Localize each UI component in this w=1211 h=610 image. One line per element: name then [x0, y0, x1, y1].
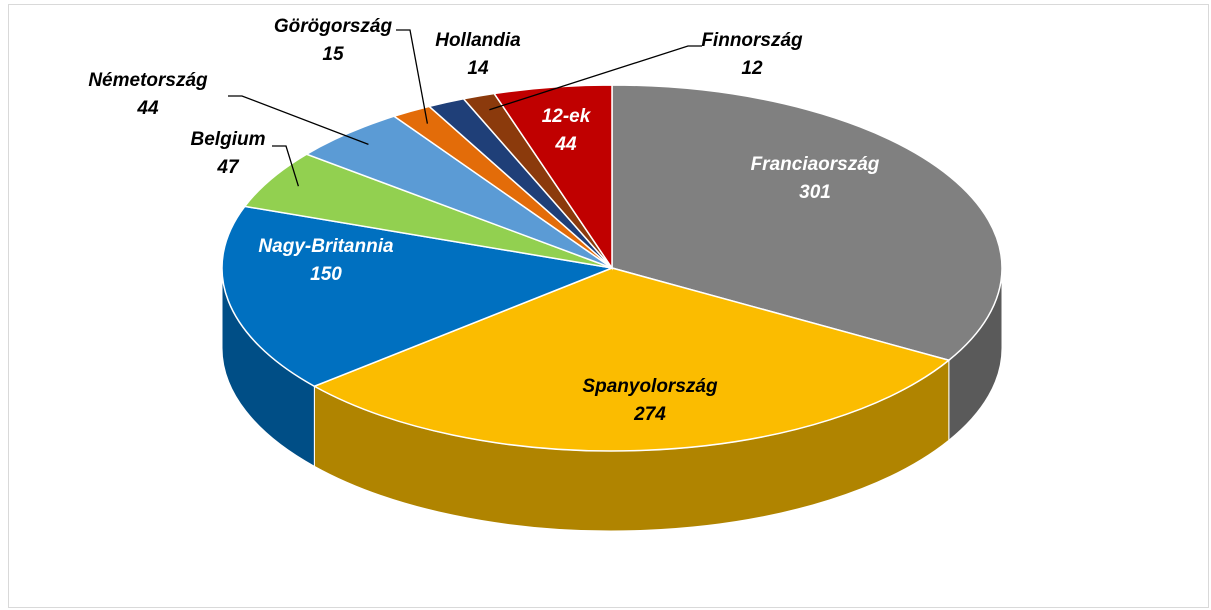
slice-label: Finnország	[701, 30, 803, 51]
slice-label: 12-ek	[542, 106, 592, 127]
slice-label: Németország	[88, 70, 208, 91]
slice-label: Nagy-Britannia	[258, 236, 394, 257]
slice-value: 150	[310, 264, 342, 285]
leader-line	[272, 145, 300, 187]
slice-label: Belgium	[191, 129, 266, 150]
pie-slice	[492, 84, 613, 271]
pie-slice	[221, 205, 615, 388]
leader-line	[228, 95, 369, 145]
slice-value: 301	[799, 182, 831, 203]
slice-value: 15	[322, 44, 344, 65]
leader-line	[489, 45, 702, 111]
slice-value: 274	[633, 404, 666, 425]
pie-slice	[611, 84, 1003, 362]
slice-label: Hollandia	[435, 30, 521, 51]
slice-value: 12	[741, 58, 763, 79]
pie-slice	[312, 267, 951, 452]
slice-value: 47	[216, 157, 240, 178]
leader-line	[396, 29, 429, 124]
slice-value: 44	[554, 134, 577, 155]
pie-labels: Franciaország 301 Spanyolország 274 Nagy-Bri…	[88, 16, 879, 425]
slice-value: 14	[467, 58, 489, 79]
slice-value: 44	[136, 98, 159, 119]
slice-label: Spanyolország	[582, 376, 718, 397]
pie-tops	[221, 84, 1003, 452]
slice-label: Görögország	[274, 16, 393, 37]
slice-label: Franciaország	[751, 154, 880, 175]
